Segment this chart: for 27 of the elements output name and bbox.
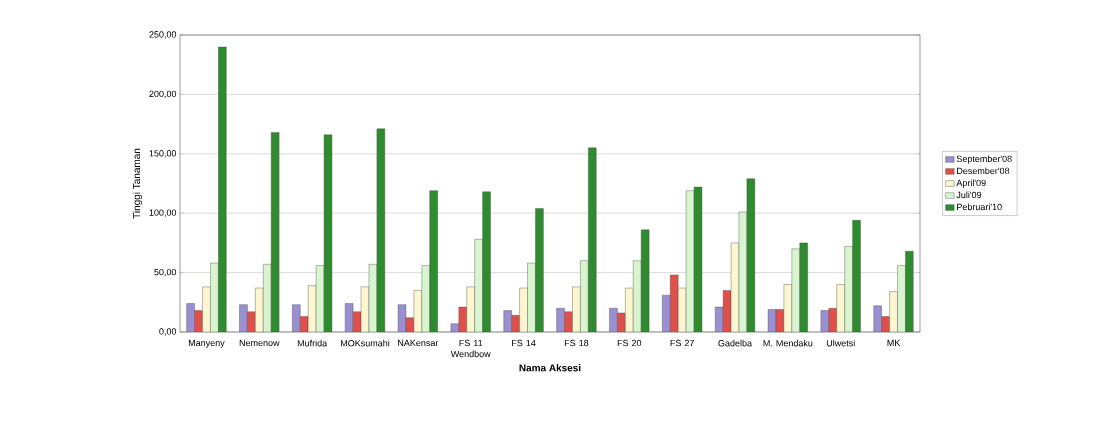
x-tick-label: MOKsumahi: [340, 339, 390, 347]
x-tick-label: MK: [887, 339, 901, 346]
x-tick-label: Ulwetsi: [826, 339, 855, 347]
x-tick-label: FS 27: [670, 339, 694, 347]
x-tick-label: NAKensar: [398, 339, 439, 347]
legend-label: Pebruari'10: [957, 203, 1002, 211]
x-tick-label: M. Mendaku: [763, 339, 813, 347]
y-tick-label: 250,00: [149, 31, 177, 39]
y-tick-label: 200,00: [149, 90, 177, 99]
legend-label: April'09: [956, 179, 986, 188]
x-axis-title: Nama Aksesi: [519, 364, 581, 372]
x-tick-label: Manyeny: [188, 339, 225, 348]
legend-label: September'08: [956, 155, 1012, 164]
x-tick-label: Mufrida: [297, 339, 328, 347]
legend-label: Juli'09: [956, 191, 982, 199]
y-axis-title: Tinggi Tanaman: [132, 148, 143, 219]
x-tick-label: Gadelba: [718, 339, 753, 347]
x-tick-label: Nemenow: [239, 339, 280, 347]
y-tick-label: 100,00: [149, 209, 177, 217]
x-tick-label: FS 20: [617, 339, 642, 347]
y-tick-label: 50,00: [154, 268, 177, 277]
x-tick-label: FS 11 Wendbow: [450, 339, 491, 358]
x-tick-label: FS 18: [564, 339, 589, 347]
y-tick-label: 0,00: [159, 328, 177, 336]
y-tick-label: 150,00: [149, 150, 177, 158]
x-tick-label: FS 14: [512, 339, 536, 347]
legend-label: Desember'08: [957, 167, 1010, 175]
